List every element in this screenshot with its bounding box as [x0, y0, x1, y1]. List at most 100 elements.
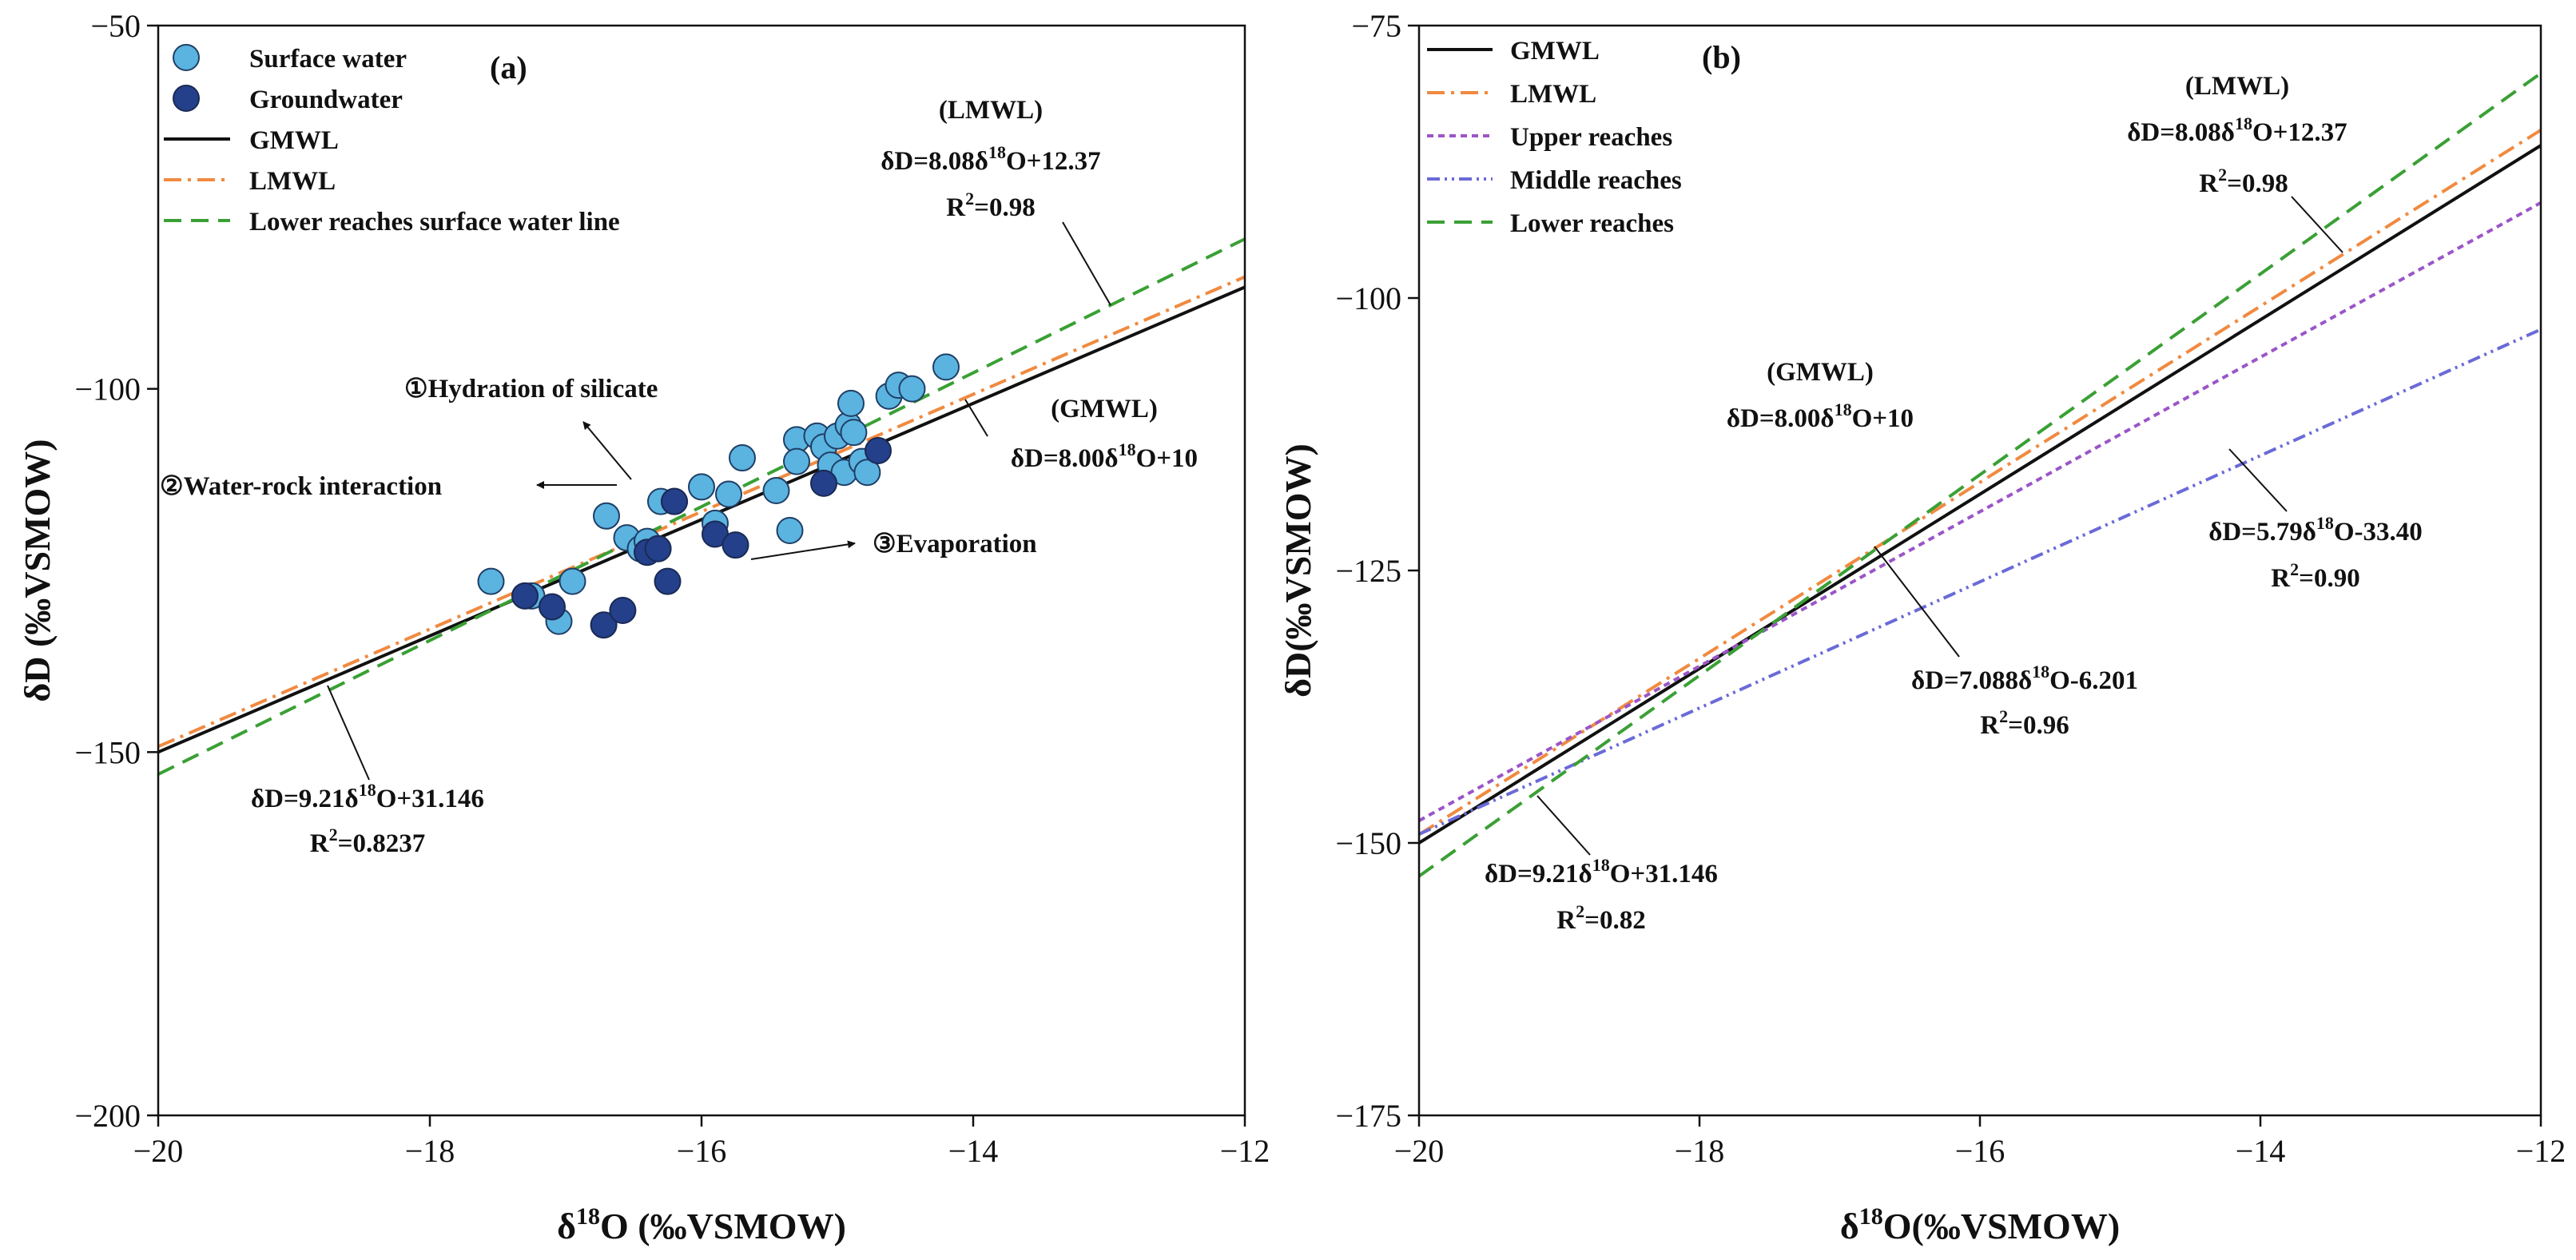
- pb-x-tick-label: −18: [1675, 1133, 1725, 1169]
- b-middle-equation: δD=5.79δ18O-33.40: [2208, 513, 2423, 547]
- a-waterrock-label: ②Water-rock interaction: [160, 472, 442, 501]
- panel-b: −20 −18 −16 −14 −12 −175 −150 −125 −100 −75 δ18O…: [1278, 8, 2566, 1246]
- panel-a-y-axis-label: δD (‰VSMOW): [17, 439, 58, 702]
- legend-surface-water-label: Surface water: [249, 45, 407, 74]
- panel-b-annotations: (LMWL) δD=8.08δ18O+12.37 R2=0.98 (GMWL) …: [1485, 72, 2423, 935]
- panel-a-y-ticks: −200 −150 −100 −50: [74, 8, 158, 1134]
- pb-y-tick-label: −75: [1351, 8, 1401, 44]
- pb-x-tick-label: −14: [2236, 1133, 2286, 1169]
- b-middle-r2: R2=0.90: [2271, 559, 2359, 593]
- pb-y-tick-label: −175: [1335, 1098, 1401, 1134]
- pa-x-tick-label: −12: [1220, 1133, 1270, 1169]
- surface-water-point: [688, 473, 715, 501]
- b-lmwl-equation: δD=8.08δ18O+12.37: [2127, 113, 2347, 147]
- pb-x-tick-label: −20: [1394, 1133, 1445, 1169]
- legend-b-gmwl-label: GMWL: [1510, 37, 1600, 66]
- groundwater-point: [644, 535, 672, 562]
- groundwater-point: [654, 567, 682, 595]
- legend-groundwater-label: Groundwater: [249, 85, 403, 114]
- a-gmwl-title: (GMWL): [1051, 395, 1158, 423]
- pb-line-lmwl: [1417, 129, 2542, 837]
- panel-a-label: (a): [490, 50, 527, 85]
- legend-lower-reaches-label: Lower reaches surface water line: [249, 208, 620, 236]
- pb-x-tick-label: −12: [2516, 1133, 2566, 1169]
- pa-x-tick-label: −18: [405, 1133, 455, 1169]
- pb-line-middle-reaches: [1418, 328, 2542, 836]
- legend-b-lower-label: Lower reaches: [1510, 209, 1674, 238]
- surface-water-point: [477, 567, 505, 595]
- legend-b-middle-label: Middle reaches: [1510, 166, 1682, 195]
- groundwater-point: [539, 593, 566, 621]
- surface-water-point: [776, 516, 804, 544]
- a-lower-r2: R2=0.8237: [310, 825, 425, 858]
- b-middle-leader: [2228, 448, 2288, 512]
- groundwater-point: [661, 487, 688, 515]
- panel-b-y-ticks: −175 −150 −125 −100 −75: [1335, 8, 1419, 1134]
- panel-a: −20 −18 −16 −14 −12 −200 −150 −100 −50 δ18O (‰V…: [17, 8, 1270, 1246]
- surface-water-point: [853, 459, 881, 487]
- pb-line-gmwl: [1417, 144, 2542, 845]
- groundwater-point: [590, 611, 618, 639]
- surface-water-point: [559, 567, 586, 595]
- pa-x-tick-label: −16: [677, 1133, 727, 1169]
- panel-b-label: (b): [1702, 39, 1741, 75]
- pb-y-tick-label: −100: [1335, 280, 1401, 316]
- a-hydration-arrow: [582, 421, 632, 480]
- panel-b-lines: [1417, 72, 2542, 878]
- a-lmwl-title: (LMWL): [939, 96, 1043, 125]
- pb-line-lower-reaches: [1417, 72, 2542, 878]
- b-lower-leader: [1536, 795, 1591, 856]
- surface-water-point: [898, 375, 926, 403]
- pa-y-tick-label: −50: [90, 8, 141, 44]
- legend-surface-water-marker: [173, 44, 200, 71]
- legend-b-lmwl-label: LMWL: [1510, 80, 1596, 109]
- panel-a-points: [477, 353, 960, 639]
- surface-water-point: [783, 447, 810, 475]
- a-lmwl-equation: δD=8.08δ18O+12.37: [881, 142, 1100, 176]
- surface-water-point: [932, 353, 960, 381]
- surface-water-point: [593, 502, 620, 530]
- pb-line-upper-reaches: [1418, 201, 2542, 822]
- a-lower-leader: [327, 685, 370, 781]
- legend-groundwater-marker: [173, 85, 200, 112]
- panel-b-y-axis-label: δD(‰VSMOW): [1278, 443, 1318, 698]
- panel-b-x-ticks: −20 −18 −16 −14 −12: [1394, 1115, 2566, 1169]
- pa-line-lmwl: [157, 275, 1246, 749]
- panel-a-lines: [157, 237, 1246, 776]
- panel-a-x-ticks: −20 −18 −16 −14 −12: [133, 1115, 1270, 1169]
- panel-b-x-axis-label: δ18O(‰VSMOW): [1840, 1203, 2120, 1246]
- groundwater-point: [722, 531, 749, 559]
- surface-water-point: [729, 444, 756, 472]
- panel-a-annotations: (LMWL) δD=8.08δ18O+12.37 R2=0.98 (GMWL) …: [160, 96, 1198, 858]
- surface-water-point: [715, 480, 742, 508]
- b-upper-equation: δD=7.088δ18O-6.201: [1911, 662, 2138, 695]
- a-gmwl-leader: [964, 399, 988, 437]
- surface-water-point: [837, 389, 865, 417]
- b-lower-equation: δD=9.21δ18O+31.146: [1485, 855, 1718, 888]
- b-gmwl-title: (GMWL): [1767, 358, 1874, 387]
- pa-y-tick-label: −200: [74, 1098, 141, 1134]
- surface-water-point: [840, 419, 868, 447]
- groundwater-point: [810, 469, 837, 497]
- pa-x-tick-label: −20: [133, 1133, 184, 1169]
- a-lmwl-leader: [1062, 221, 1111, 306]
- pb-x-tick-label: −16: [1955, 1133, 2006, 1169]
- pa-y-tick-label: −100: [74, 372, 141, 407]
- pb-y-tick-label: −150: [1335, 825, 1401, 861]
- pa-line-lower-reaches-surface-water-line: [157, 237, 1246, 776]
- b-gmwl-equation: δD=8.00δ18O+10: [1727, 399, 1914, 433]
- b-upper-leader: [1874, 546, 1960, 658]
- b-lmwl-r2: R2=0.98: [2199, 165, 2288, 198]
- a-gmwl-equation: δD=8.00δ18O+10: [1011, 439, 1198, 473]
- pa-y-tick-label: −150: [74, 734, 141, 770]
- legend-gmwl-label: GMWL: [249, 126, 339, 155]
- groundwater-point: [511, 582, 539, 610]
- pa-line-gmwl: [157, 285, 1246, 754]
- groundwater-point: [609, 597, 637, 625]
- a-lmwl-r2: R2=0.98: [946, 189, 1035, 222]
- b-lmwl-title: (LMWL): [2185, 72, 2289, 101]
- b-lower-r2: R2=0.82: [1556, 901, 1645, 935]
- b-upper-r2: R2=0.96: [1980, 706, 2069, 740]
- legend-b-upper-label: Upper reaches: [1510, 123, 1672, 152]
